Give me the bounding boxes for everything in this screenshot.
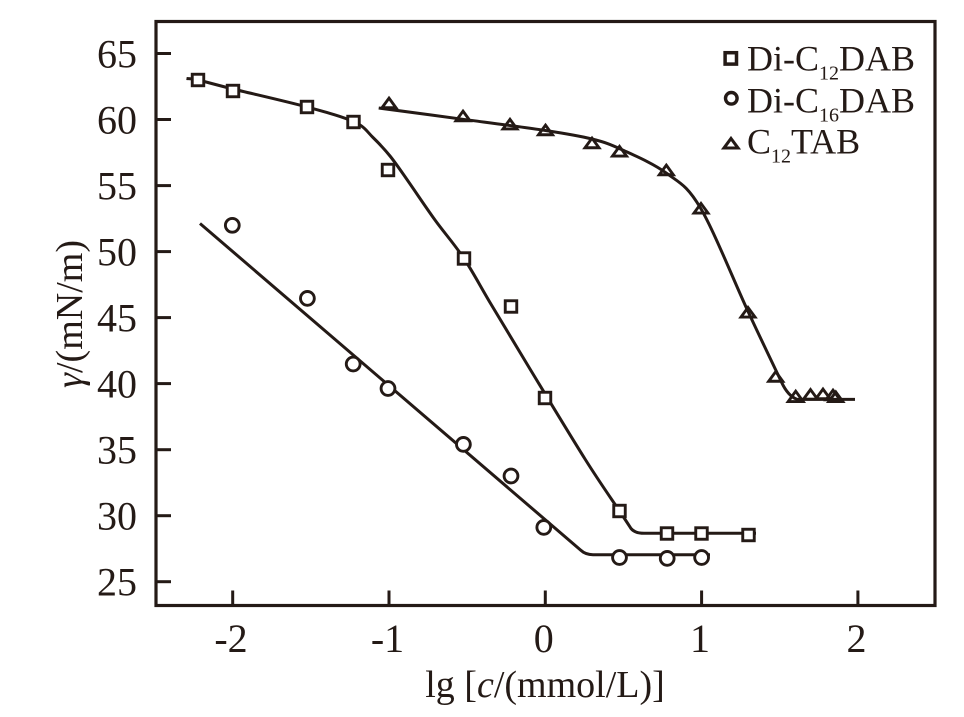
- svg-text:30: 30: [97, 494, 137, 539]
- svg-text:45: 45: [97, 296, 137, 341]
- svg-text:40: 40: [97, 362, 137, 407]
- svg-text:65: 65: [97, 32, 137, 77]
- svg-text:25: 25: [97, 560, 137, 605]
- svg-text:2: 2: [847, 616, 867, 661]
- svg-text:-1: -1: [371, 616, 404, 661]
- svg-text:55: 55: [97, 164, 137, 209]
- svg-text:C12TAB: C12TAB: [747, 122, 860, 168]
- svg-text:1: 1: [690, 616, 710, 661]
- svg-text:γ/(mN/m): γ/(mN/m): [49, 240, 91, 388]
- svg-text:0: 0: [534, 616, 554, 661]
- svg-text:50: 50: [97, 230, 137, 275]
- svg-text:lg [c/(mmol/L)]: lg [c/(mmol/L)]: [425, 664, 665, 706]
- svg-text:-2: -2: [214, 616, 247, 661]
- svg-text:35: 35: [97, 428, 137, 473]
- svg-text:Di-C16DAB: Di-C16DAB: [747, 80, 915, 126]
- svg-text:60: 60: [97, 98, 137, 143]
- svg-text:Di-C12DAB: Di-C12DAB: [747, 39, 915, 85]
